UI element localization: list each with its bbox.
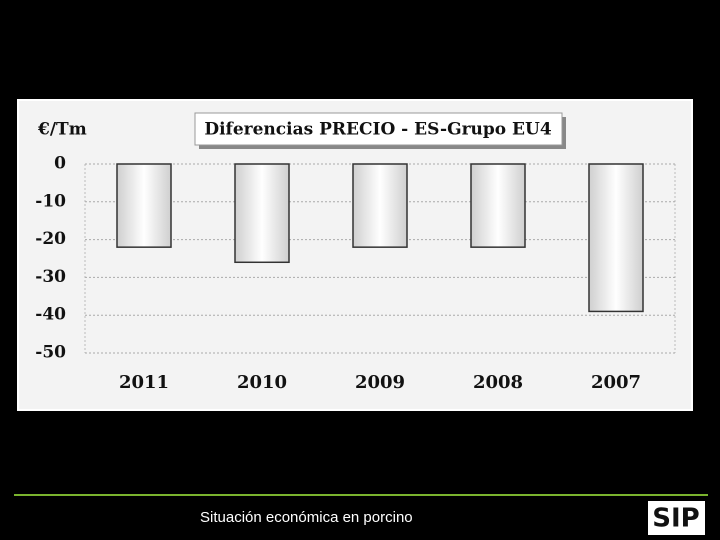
y-tick-label: -40 xyxy=(35,305,66,325)
y-tick-label: -10 xyxy=(35,191,66,211)
x-tick-label: 2011 xyxy=(119,372,169,393)
chart-title: Diferencias PRECIO - ES-Grupo EU4 xyxy=(204,120,552,140)
bar xyxy=(470,163,526,248)
y-tick-label: 0 xyxy=(54,154,66,174)
y-tick-label: -30 xyxy=(35,267,66,287)
logo: SIP xyxy=(652,504,699,534)
chart-panel xyxy=(17,99,693,411)
footer-text: Situación económica en porcino xyxy=(200,509,413,526)
bar xyxy=(116,163,172,248)
logo-box xyxy=(648,501,705,535)
bar xyxy=(234,163,290,264)
y-tick-label: -20 xyxy=(35,229,66,249)
x-tick-label: 2010 xyxy=(237,372,287,393)
x-tick-label: 2009 xyxy=(355,372,405,393)
title-box xyxy=(194,112,563,146)
bar xyxy=(352,163,408,248)
bar xyxy=(588,163,644,313)
x-tick-label: 2007 xyxy=(591,372,641,393)
x-tick-label: 2008 xyxy=(473,372,523,393)
y-tick-label: -50 xyxy=(35,343,66,363)
y-axis-label: €/Tm xyxy=(37,120,87,140)
